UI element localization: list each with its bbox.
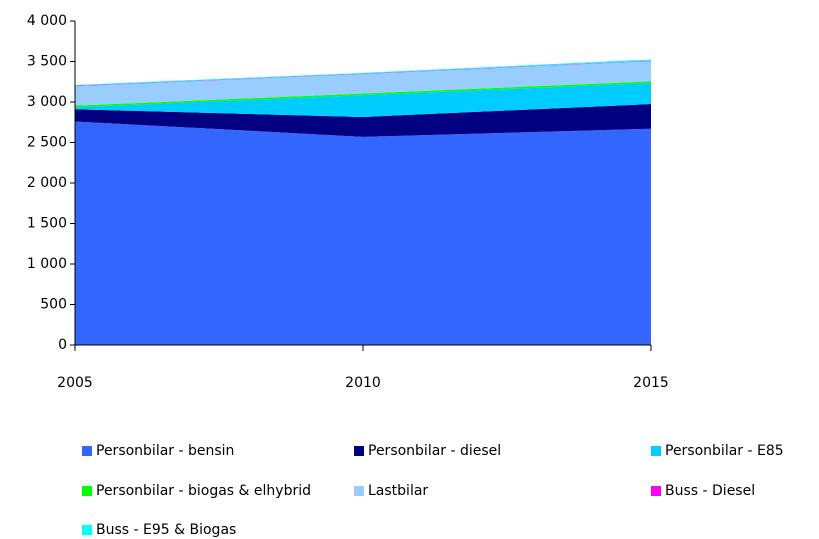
x-tick-label: 2005 [57, 375, 93, 391]
y-tick-label: 1 500 [27, 216, 67, 232]
legend-label: Buss - E95 & Biogas [96, 522, 236, 538]
y-tick-label: 4 000 [27, 13, 67, 29]
area [75, 59, 651, 86]
y-tick-label: 2 500 [27, 135, 67, 151]
y-tick-label: 3 500 [27, 54, 67, 70]
legend-label: Lastbilar [368, 483, 428, 499]
legend-swatch [651, 486, 661, 496]
legend-swatch [82, 446, 92, 456]
area [75, 81, 651, 108]
area [75, 60, 651, 87]
legend-label: Buss - Diesel [665, 483, 755, 499]
area [75, 61, 651, 106]
x-tick-label: 2010 [345, 375, 381, 391]
legend-swatch [82, 486, 92, 496]
legend-label: Personbilar - diesel [368, 443, 501, 459]
legend-label: Personbilar - E85 [665, 443, 784, 459]
area [75, 121, 651, 345]
legend-swatch [651, 446, 661, 456]
y-tick-label: 3 000 [27, 94, 67, 110]
legend-swatch [354, 446, 364, 456]
y-tick-label: 500 [40, 297, 67, 313]
legend-swatch [82, 525, 92, 535]
legend-label: Personbilar - biogas & elhybrid [96, 483, 311, 499]
legend-label: Personbilar - bensin [96, 443, 234, 459]
x-tick-label: 2015 [633, 375, 669, 391]
area [75, 82, 651, 117]
y-tick-label: 2 000 [27, 175, 67, 191]
y-tick-label: 1 000 [27, 256, 67, 272]
area [75, 104, 651, 137]
legend-swatch [354, 486, 364, 496]
y-tick-label: 0 [58, 337, 67, 353]
